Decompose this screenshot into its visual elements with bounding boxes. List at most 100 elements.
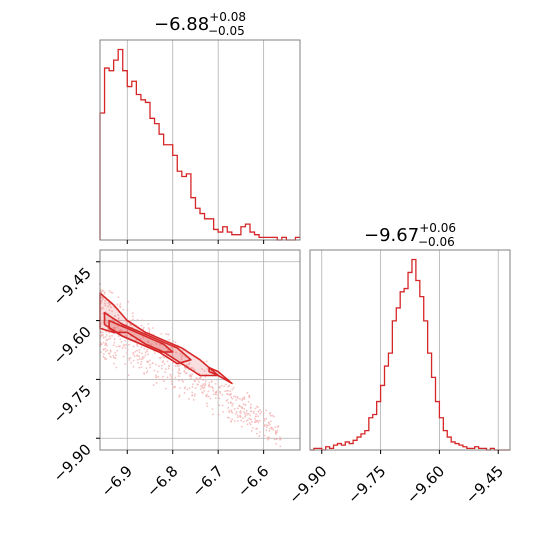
histogram-panel-bottom-right: −9.90 −9.75 −9.60 −9.45 −9.67+0.06 −0.06 <box>285 221 511 507</box>
scatter-point <box>176 364 179 367</box>
scatter-point <box>235 399 237 401</box>
scatter-point <box>130 361 133 364</box>
scatter-point <box>239 398 241 400</box>
scatter-point <box>160 333 163 335</box>
scatter-point <box>231 411 234 414</box>
scatter-point <box>102 341 105 344</box>
scatter-point <box>125 352 128 355</box>
scatter-point <box>140 358 143 361</box>
scatter-point <box>127 374 130 377</box>
scatter-point <box>145 367 148 370</box>
scatter-point <box>170 383 173 385</box>
scatter-point <box>159 343 162 346</box>
scatter-point <box>145 371 148 374</box>
scatter-point <box>161 361 164 364</box>
scatter-point <box>243 412 246 415</box>
scatter-point <box>163 380 166 383</box>
scatter-point <box>174 376 177 379</box>
scatter-point <box>132 318 134 321</box>
scatter-point <box>171 368 174 371</box>
scatter-point <box>203 370 206 372</box>
density-contours <box>99 292 233 385</box>
scatter-point <box>243 407 246 410</box>
scatter-point <box>102 298 104 301</box>
scatter-point <box>263 419 266 422</box>
scatter-point <box>263 434 266 437</box>
scatter-point <box>249 414 251 417</box>
scatter-point <box>206 405 209 407</box>
scatter-point <box>210 380 213 383</box>
scatter-point <box>208 381 211 384</box>
scatter-point <box>210 385 212 388</box>
scatter-point <box>141 357 144 360</box>
scatter-point <box>194 380 196 383</box>
scatter-point <box>218 390 221 393</box>
scatter-point <box>102 336 105 339</box>
scatter-point <box>165 333 167 336</box>
scatter-point <box>170 377 173 380</box>
scatter-point <box>228 416 230 419</box>
scatter-point <box>279 436 281 439</box>
scatter-point <box>117 296 120 299</box>
scatter-point <box>221 393 224 396</box>
histogram-step-line <box>310 258 510 451</box>
scatter-point <box>184 372 187 375</box>
scatter-point <box>218 386 221 389</box>
scatter-point <box>203 384 206 387</box>
scatter-point <box>158 378 161 381</box>
scatter-point <box>164 387 167 390</box>
axes-frame-bottom-right <box>309 249 511 451</box>
scatter-point <box>268 429 271 432</box>
scatter-point <box>245 409 248 412</box>
scatter-point <box>141 352 143 355</box>
x-tick-label: −6.9 <box>98 462 136 500</box>
scatter-point <box>183 387 186 390</box>
scatter-point <box>150 343 153 346</box>
scatter-point <box>155 343 158 345</box>
scatter-point <box>106 321 108 324</box>
scatter-point <box>157 365 160 368</box>
scatter-point <box>128 343 130 346</box>
scatter-point <box>157 375 160 378</box>
scatter-point <box>108 352 110 355</box>
scatter-point <box>141 356 144 358</box>
y-ticks-bottom-left: −9.45 −9.60 −9.75 −9.90 <box>50 261 100 486</box>
scatter-point <box>253 410 255 413</box>
scatter-point <box>249 403 252 406</box>
scatter-point <box>203 389 206 392</box>
scatter-point <box>276 429 279 432</box>
scatter-point <box>234 412 237 415</box>
scatter-point <box>265 426 268 429</box>
scatter-point <box>231 404 234 407</box>
scatter-point <box>250 418 252 421</box>
scatter-point <box>252 427 254 429</box>
scatter-point <box>268 436 271 439</box>
scatter-point <box>125 344 127 346</box>
scatter-point <box>230 393 232 395</box>
scatter-point <box>191 373 194 376</box>
scatter-point <box>163 356 166 359</box>
scatter-point <box>105 358 108 361</box>
scatter-point <box>271 414 274 417</box>
scatter-point <box>192 367 195 370</box>
scatter-point <box>190 377 192 380</box>
scatter-point <box>259 408 262 411</box>
scatter-point <box>267 438 269 441</box>
title-lower-error: −0.06 <box>418 235 455 249</box>
scatter-point <box>132 353 135 356</box>
scatter-point <box>104 342 107 345</box>
scatter-point <box>111 291 114 294</box>
scatter-point <box>127 300 130 303</box>
scatter-point <box>239 414 242 417</box>
title-lower-error: −0.05 <box>208 24 245 38</box>
scatter-point <box>140 361 143 363</box>
scatter-point <box>221 404 224 407</box>
scatter-point <box>155 382 158 384</box>
scatter-point <box>242 417 244 420</box>
scatter-point <box>207 395 210 398</box>
grid-bottom-right <box>321 250 499 450</box>
scatter-point <box>205 402 208 405</box>
scatter-point <box>204 376 207 378</box>
scatter-point <box>227 402 230 404</box>
